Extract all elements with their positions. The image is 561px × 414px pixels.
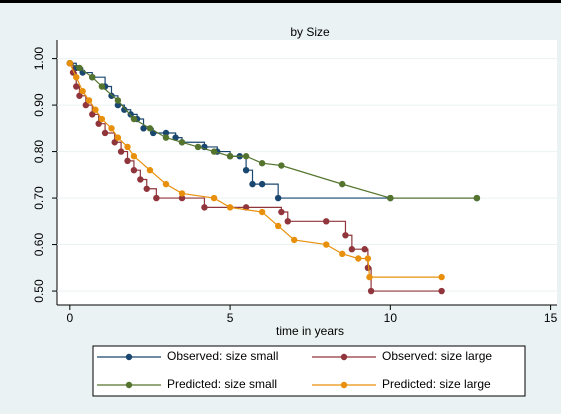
data-point (76, 64, 83, 72)
data-point (92, 106, 99, 113)
data-point (348, 246, 356, 253)
data-point (226, 153, 234, 160)
data-point (201, 204, 208, 211)
data-point (162, 134, 170, 141)
legend-marker (125, 381, 133, 389)
legend-label: Observed: size large (382, 349, 492, 363)
data-point (258, 208, 266, 216)
data-point (130, 153, 138, 160)
data-point (66, 60, 74, 67)
data-point (98, 83, 106, 90)
data-point (438, 273, 445, 281)
data-point (323, 241, 330, 248)
data-point (95, 120, 102, 127)
data-point (85, 97, 93, 104)
data-point (364, 264, 372, 272)
y-tick-label: 0.60 (32, 233, 46, 257)
data-point (130, 115, 138, 123)
data-point (284, 218, 291, 225)
data-point (130, 166, 138, 174)
data-point (137, 176, 144, 183)
y-tick-label: 0.90 (32, 93, 46, 117)
data-point (210, 194, 218, 202)
data-point (339, 250, 346, 258)
data-point (278, 208, 285, 216)
y-tick-label: 0.80 (32, 140, 46, 164)
data-point (355, 255, 362, 262)
data-point (124, 143, 131, 151)
data-point (274, 194, 282, 202)
data-point (290, 236, 298, 244)
data-point (153, 194, 160, 202)
data-point (178, 190, 186, 197)
data-point (366, 273, 373, 281)
data-point (162, 129, 170, 137)
data-point (140, 125, 147, 132)
top-border (0, 0, 561, 3)
data-point (258, 160, 266, 167)
data-point (111, 139, 118, 146)
data-point (76, 92, 83, 99)
data-point (274, 222, 282, 230)
y-tick-label: 0.50 (32, 279, 46, 303)
data-point (114, 97, 122, 104)
data-point (143, 185, 150, 192)
legend-marker (125, 353, 133, 361)
data-point (73, 73, 80, 81)
data-point (98, 115, 106, 123)
data-point (278, 162, 285, 169)
data-point (226, 204, 234, 211)
y-tick-label: 0.70 (32, 186, 46, 210)
data-point (342, 232, 349, 239)
data-point (364, 255, 372, 262)
data-point (108, 125, 115, 132)
legend-label: Observed: size small (167, 349, 278, 363)
x-tick-label: 5 (227, 311, 234, 325)
y-tick-label: 1.00 (32, 47, 46, 71)
data-point (172, 134, 179, 141)
x-tick-label: 15 (544, 311, 558, 325)
data-point (162, 180, 170, 188)
legend-marker (340, 381, 348, 389)
data-point (73, 83, 80, 90)
data-point (178, 194, 186, 202)
data-point (339, 180, 346, 188)
data-point (367, 287, 375, 295)
legend (92, 345, 526, 397)
legend-label: Predicted: size small (167, 377, 277, 391)
x-axis-label: time in years (276, 324, 344, 338)
data-point (323, 218, 330, 225)
data-point (124, 157, 131, 165)
legend-marker (340, 353, 348, 361)
data-point (146, 166, 154, 174)
data-point (178, 139, 186, 146)
data-point (89, 73, 96, 81)
data-point (82, 101, 90, 109)
data-point (194, 143, 202, 151)
data-point (146, 125, 154, 132)
data-point (242, 153, 250, 160)
data-point (117, 148, 125, 155)
chart-title: by Size (290, 25, 330, 39)
x-tick-label: 10 (384, 311, 398, 325)
data-point (121, 106, 128, 113)
data-point (438, 287, 445, 295)
legend-label: Predicted: size large (382, 377, 491, 391)
data-point (258, 180, 266, 188)
data-point (387, 194, 394, 202)
data-point (249, 180, 256, 188)
data-point (361, 246, 368, 253)
data-point (114, 101, 122, 109)
data-point (242, 166, 250, 174)
data-point (79, 87, 86, 95)
data-point (101, 129, 109, 137)
data-point (210, 148, 218, 155)
data-point (89, 111, 96, 118)
data-point (114, 134, 122, 141)
x-tick-label: 0 (66, 311, 73, 325)
data-point (473, 194, 481, 202)
